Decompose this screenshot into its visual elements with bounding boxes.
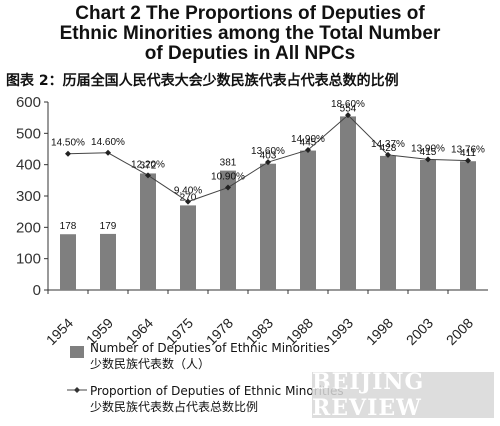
line-point: [185, 198, 191, 205]
bar-value-label: 554: [340, 103, 357, 114]
chart-title: Chart 2 The Proportions of Deputies of E…: [0, 4, 500, 64]
bar: [60, 234, 76, 290]
legend-line-label: Proportion of Deputies of Ethnic Minorit…: [90, 383, 344, 415]
legend-line-label-zh: 少数民族代表数占代表总数比例: [90, 400, 259, 414]
bar: [300, 150, 316, 290]
chart-title-line-3: of Deputies in All NPCs: [144, 43, 356, 64]
y-tick-label: 300: [16, 188, 41, 205]
bar-value-label: 428: [380, 143, 397, 154]
bar: [260, 163, 276, 290]
bar: [140, 173, 156, 290]
bar-value-label: 445: [300, 138, 317, 149]
line-point: [465, 157, 471, 164]
y-tick-label: 600: [16, 94, 41, 111]
line-value-label: 14.50%: [51, 138, 85, 149]
x-tick-label: 1954: [43, 315, 76, 348]
bar: [340, 116, 356, 290]
y-tick-label: 0: [33, 282, 41, 299]
line-value-label: 18.60%: [331, 99, 365, 110]
bar: [380, 155, 396, 290]
line-value-label: 14.60%: [91, 137, 125, 148]
bar-value-label: 403: [260, 151, 277, 162]
line-point: [385, 151, 391, 158]
line-value-label: 13.76%: [451, 145, 485, 156]
y-tick-label: 100: [16, 251, 41, 268]
bar-value-label: 270: [180, 192, 197, 203]
x-tick-label: 2008: [443, 315, 476, 348]
line-value-label: 10.90%: [211, 172, 245, 183]
chart-title-line-1: Chart 2 The Proportions of Deputies of: [75, 3, 425, 24]
line-point: [305, 146, 311, 153]
line-point: [265, 159, 271, 166]
bar: [460, 161, 476, 290]
line-value-label: 13.90%: [411, 143, 445, 154]
line-point: [105, 149, 111, 156]
line-value-label: 13.60%: [251, 146, 285, 157]
legend-line-swatch: [67, 387, 87, 393]
x-tick-label: 2003: [403, 315, 436, 348]
chart-title-line-2: Ethnic Minorities among the Total Number: [59, 23, 441, 44]
legend-bar-label-en: Number of Deputies of Ethnic Minorities: [90, 341, 330, 355]
legend-bar-label-zh: 少数民族代表数（人）: [90, 357, 211, 371]
bar-value-label: 178: [60, 221, 77, 232]
line-value-label: 12.20%: [131, 159, 165, 170]
bar-value-label: 372: [140, 160, 157, 171]
line-value-label: 14.90%: [291, 134, 325, 145]
line-point: [225, 184, 231, 191]
legend-bar-swatch: [70, 346, 84, 358]
bar-value-label: 179: [100, 221, 117, 232]
y-tick-label: 400: [16, 157, 41, 174]
bar: [180, 205, 196, 290]
x-tick-label: 1998: [363, 315, 396, 348]
bar-value-label: 411: [460, 148, 476, 159]
bar: [100, 233, 116, 290]
bar-value-label: 415: [420, 147, 437, 158]
chart-subtitle: 图表 2：历届全国人民代表大会少数民族代表占代表总数的比例: [6, 73, 399, 89]
line-point: [65, 150, 71, 157]
y-tick-label: 500: [16, 125, 41, 142]
line-point: [425, 156, 431, 163]
legend-bar-label: Number of Deputies of Ethnic Minorities …: [90, 340, 330, 372]
bar-value-label: 381: [220, 158, 237, 169]
bar: [420, 159, 436, 290]
y-tick-label: 200: [16, 219, 41, 236]
legend-line-label-en: Proportion of Deputies of Ethnic Minorit…: [90, 384, 344, 398]
line-value-label: 14.37%: [371, 139, 405, 150]
bar: [220, 170, 236, 290]
line-point: [345, 112, 351, 119]
watermark-logo: BEIJING REVIEW: [312, 369, 494, 421]
line-value-label: 9.40%: [174, 186, 202, 197]
line-point: [145, 172, 151, 179]
